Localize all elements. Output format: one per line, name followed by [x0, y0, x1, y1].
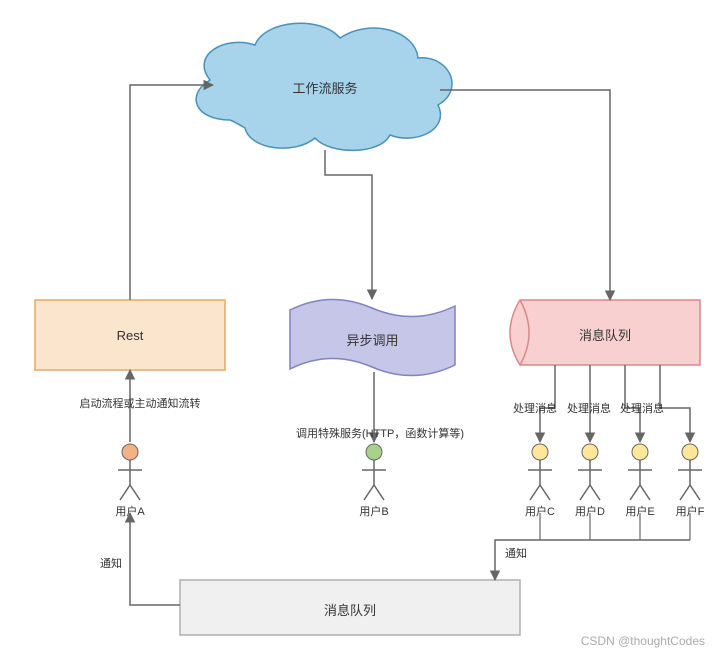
actor-D	[578, 444, 602, 500]
actor-E	[628, 444, 652, 500]
actor-F	[678, 444, 702, 500]
edge-queue-to-F	[660, 365, 690, 442]
queue-top-node	[510, 300, 700, 365]
edge-queue-to-C	[540, 365, 555, 442]
edge-rest-to-cloud	[130, 85, 213, 300]
edge-cloud-to-async	[325, 150, 372, 299]
edge-merge-to-queuebottom	[495, 540, 690, 580]
actor-C	[528, 444, 552, 500]
diagram-canvas	[0, 0, 720, 658]
edge-cloud-to-queue	[440, 90, 610, 300]
async-node	[290, 299, 455, 375]
rest-node	[35, 300, 225, 370]
cloud-node	[196, 23, 452, 150]
queue-bottom-node	[180, 580, 520, 635]
edge-queuebottom-to-actorA	[130, 513, 180, 605]
actor-A	[118, 444, 142, 500]
actor-B	[362, 444, 386, 500]
edge-queue-to-E	[625, 365, 640, 442]
